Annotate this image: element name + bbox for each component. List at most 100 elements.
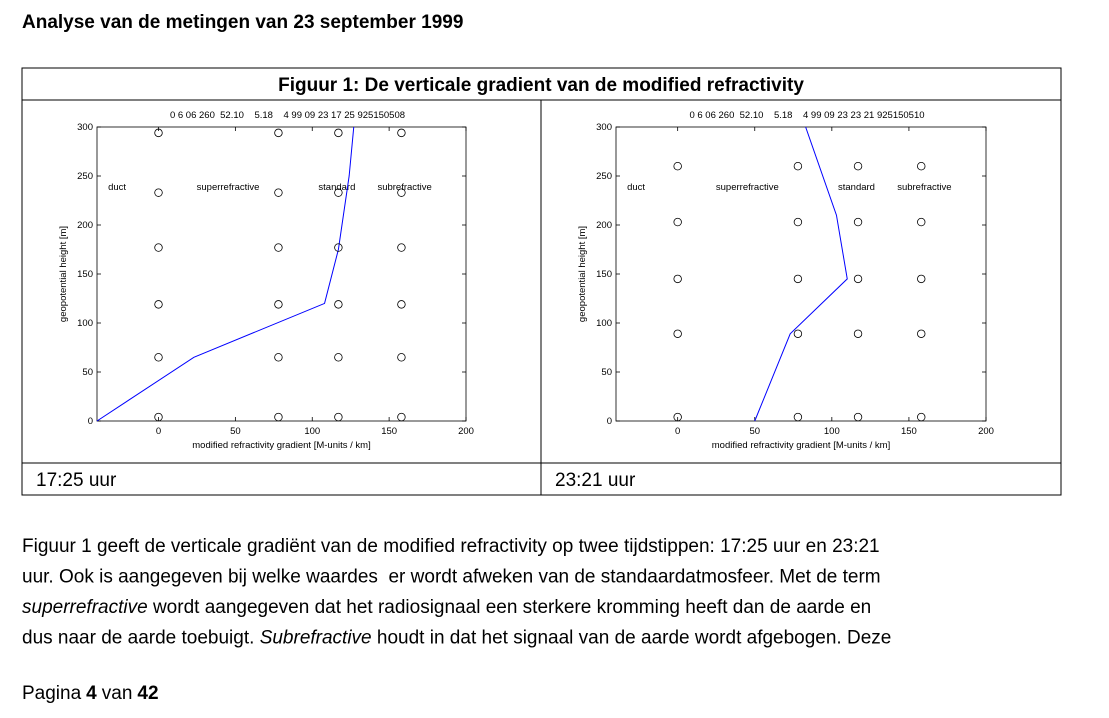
data-point bbox=[397, 243, 406, 252]
data-point bbox=[917, 217, 926, 227]
annotation: superrefractive bbox=[197, 182, 260, 193]
profile-line bbox=[754, 126, 848, 422]
x-tick-label: 100 bbox=[304, 426, 320, 437]
top-label: 0 6 06 260 52.10 5.18 4 99 09 23 23 21 9… bbox=[689, 110, 924, 121]
y-tick-label: 150 bbox=[77, 269, 93, 280]
annotation: standard bbox=[318, 182, 355, 193]
data-point bbox=[154, 353, 163, 362]
data-point bbox=[154, 188, 163, 197]
plot-frame bbox=[96, 126, 467, 422]
x-tick-label: 50 bbox=[749, 426, 760, 437]
y-axis-label: geopotential height [m] bbox=[58, 226, 69, 322]
data-point bbox=[334, 243, 343, 252]
heading: Analyse van de metingen van 23 september… bbox=[22, 12, 463, 33]
data-point bbox=[673, 329, 682, 338]
data-point bbox=[793, 161, 803, 171]
y-tick-label: 300 bbox=[596, 122, 612, 133]
data-point bbox=[673, 412, 682, 422]
paragraph-line: dus naar de aarde toebuigt. Subrefractiv… bbox=[22, 628, 891, 649]
x-tick-label: 200 bbox=[978, 426, 994, 437]
data-point bbox=[793, 217, 803, 227]
data-point bbox=[154, 412, 163, 422]
y-axis-label: geopotential height [m] bbox=[577, 226, 588, 322]
figure-title: Figuur 1: De verticale gradient van de m… bbox=[278, 75, 804, 96]
text-run: wordt aangegeven dat het radiosignaal ee… bbox=[148, 597, 872, 618]
data-point bbox=[853, 412, 863, 422]
data-point bbox=[673, 217, 682, 227]
page-footer: Pagina 4 van 42 bbox=[22, 683, 159, 704]
data-point bbox=[154, 243, 163, 252]
paragraph-line: Figuur 1 geeft de verticale gradiënt van… bbox=[22, 536, 880, 557]
data-point bbox=[853, 329, 863, 338]
data-point bbox=[274, 353, 283, 362]
data-point bbox=[274, 188, 283, 197]
data-point bbox=[397, 412, 406, 422]
y-tick-label: 200 bbox=[596, 220, 612, 231]
caption: 17:25 uur bbox=[36, 470, 117, 491]
caption: 23:21 uur bbox=[555, 470, 636, 491]
x-tick-label: 200 bbox=[458, 426, 474, 437]
y-tick-label: 0 bbox=[88, 416, 93, 427]
data-point bbox=[397, 128, 406, 138]
y-tick-label: 100 bbox=[77, 318, 93, 329]
data-point bbox=[853, 274, 863, 284]
x-tick-label: 0 bbox=[675, 426, 680, 437]
y-tick-label: 150 bbox=[596, 269, 612, 280]
y-tick-label: 50 bbox=[82, 367, 93, 378]
data-point bbox=[793, 329, 803, 338]
data-point bbox=[154, 300, 163, 309]
paragraph-line: uur. Ook is aangegeven bij welke waardes… bbox=[22, 567, 881, 588]
y-tick-label: 200 bbox=[77, 220, 93, 231]
x-tick-label: 150 bbox=[901, 426, 917, 437]
x-tick-label: 50 bbox=[230, 426, 241, 437]
y-tick-label: 0 bbox=[607, 416, 612, 427]
data-point bbox=[917, 329, 926, 338]
data-point bbox=[334, 300, 343, 309]
data-point bbox=[334, 188, 343, 197]
data-point bbox=[334, 412, 343, 422]
data-point bbox=[154, 128, 163, 138]
annotation: standard bbox=[838, 182, 875, 193]
data-point bbox=[793, 412, 803, 422]
y-tick-label: 250 bbox=[77, 171, 93, 182]
x-axis-label: modified refractivity gradient [M-units … bbox=[192, 440, 370, 451]
annotation: subrefractive bbox=[897, 182, 951, 193]
footer-part: 42 bbox=[137, 683, 158, 704]
data-point bbox=[334, 128, 343, 138]
data-point bbox=[917, 412, 926, 422]
annotation: duct bbox=[627, 182, 645, 193]
text-run: Subrefractive bbox=[260, 628, 372, 649]
data-point bbox=[793, 274, 803, 284]
data-point bbox=[397, 353, 406, 362]
x-axis-label: modified refractivity gradient [M-units … bbox=[712, 440, 890, 451]
data-point bbox=[397, 300, 406, 309]
data-point bbox=[397, 188, 406, 197]
data-point bbox=[274, 412, 283, 422]
text-run: houdt in dat het signaal van de aarde wo… bbox=[372, 628, 892, 649]
text-run: uur. Ook is aangegeven bij welke waardes… bbox=[22, 567, 881, 588]
annotation: superrefractive bbox=[716, 182, 779, 193]
data-point bbox=[853, 161, 863, 171]
plot-frame bbox=[615, 126, 987, 422]
text-run: Figuur 1 geeft de verticale gradiënt van… bbox=[22, 536, 880, 557]
footer-part: Pagina bbox=[22, 683, 82, 704]
data-point bbox=[853, 217, 863, 227]
y-tick-label: 250 bbox=[596, 171, 612, 182]
y-tick-label: 50 bbox=[601, 367, 612, 378]
data-point bbox=[274, 128, 283, 138]
y-tick-label: 300 bbox=[77, 122, 93, 133]
data-point bbox=[334, 353, 343, 362]
top-label: 0 6 06 260 52.10 5.18 4 99 09 23 17 25 9… bbox=[170, 110, 405, 121]
data-point bbox=[673, 161, 682, 171]
paragraph-line: superrefractive wordt aangegeven dat het… bbox=[22, 597, 871, 618]
profile-line bbox=[96, 126, 355, 422]
data-point bbox=[917, 274, 926, 284]
data-point bbox=[274, 243, 283, 252]
annotation: subrefractive bbox=[377, 182, 431, 193]
x-tick-label: 100 bbox=[824, 426, 840, 437]
text-run: superrefractive bbox=[22, 597, 148, 618]
text-run: dus naar de aarde toebuigt. bbox=[22, 628, 260, 649]
x-tick-label: 0 bbox=[156, 426, 161, 437]
y-tick-label: 100 bbox=[596, 318, 612, 329]
